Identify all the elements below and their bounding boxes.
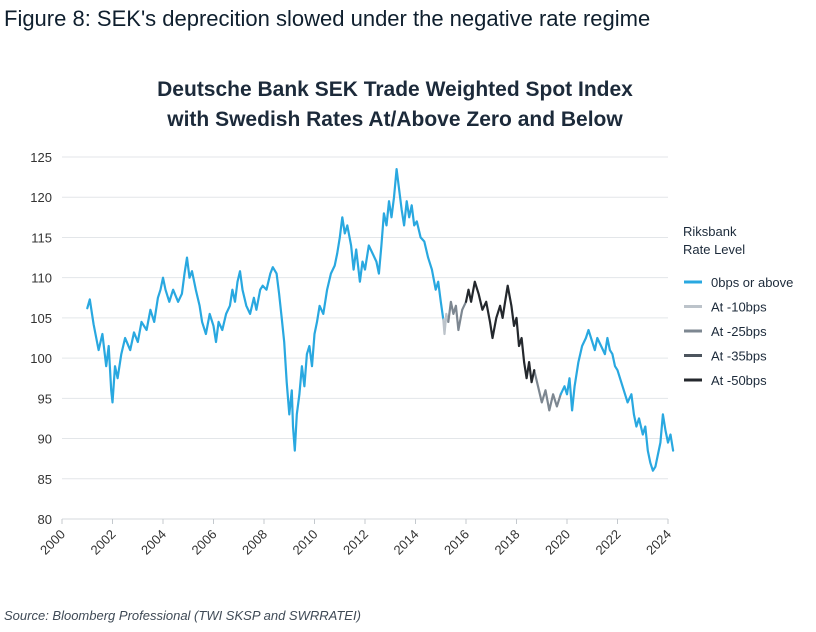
series-lines: [86, 168, 675, 472]
chart-title-line2: with Swedish Rates At/Above Zero and Bel…: [167, 108, 623, 131]
y-tick-label: 100: [30, 351, 52, 366]
gridlines: [62, 156, 668, 520]
x-tick-label: 2020: [542, 527, 573, 558]
y-tick-label: 80: [38, 512, 52, 527]
y-axis-ticks: 80 85 90 95 100 105 110 115 120 125: [30, 150, 52, 527]
x-tick-label: 2022: [593, 527, 624, 558]
x-tick-label: 2012: [340, 527, 371, 558]
x-tick-label: 2008: [239, 527, 270, 558]
legend-title-line2: Rate Level: [683, 242, 745, 257]
x-tick-label: 2018: [492, 527, 523, 558]
chart-title-line1: Deutsche Bank SEK Trade Weighted Spot In…: [157, 78, 633, 101]
x-tick-label: 2024: [643, 527, 674, 558]
legend: Riksbank Rate Level 0bps or above At -10b…: [683, 224, 793, 388]
legend-label: At -50bps: [711, 373, 767, 388]
legend-label: 0bps or above: [711, 275, 793, 290]
source-note: Source: Bloomberg Professional (TWI SKSP…: [4, 608, 361, 623]
x-tick-label: 2006: [189, 527, 220, 558]
y-tick-label: 90: [38, 432, 52, 447]
y-tick-label: 95: [38, 391, 52, 406]
series-line-2-1: [533, 369, 562, 412]
x-tick-label: 2002: [88, 527, 119, 558]
legend-title-line1: Riksbank: [683, 224, 737, 239]
series-line-2-0: [447, 300, 468, 332]
x-tick-label: 2016: [441, 527, 472, 558]
x-tick-label: 2000: [37, 527, 68, 558]
series-line-4-0: [464, 280, 536, 384]
legend-label: At -35bps: [711, 349, 767, 364]
legend-label: At -25bps: [711, 324, 767, 339]
series-line-1-0: [442, 312, 450, 336]
figure-title: Figure 8: SEK's deprecition slowed under…: [4, 6, 651, 31]
y-tick-label: 125: [30, 150, 52, 165]
x-axis-ticks: 2000 2002 2004 2006 2008 2010 2012 2014 2016 2018…: [37, 518, 674, 558]
y-tick-label: 115: [31, 230, 52, 245]
x-tick-label: 2014: [391, 527, 422, 558]
y-tick-label: 85: [38, 472, 52, 487]
x-tick-label: 2004: [138, 527, 169, 558]
series-line-0-0: [86, 168, 445, 452]
series-line-5-0: [559, 328, 675, 472]
y-tick-label: 110: [31, 271, 52, 286]
x-tick-label: 2010: [290, 527, 321, 558]
y-tick-label: 105: [30, 311, 52, 326]
y-tick-label: 120: [30, 190, 52, 205]
legend-label: At -10bps: [711, 300, 767, 315]
